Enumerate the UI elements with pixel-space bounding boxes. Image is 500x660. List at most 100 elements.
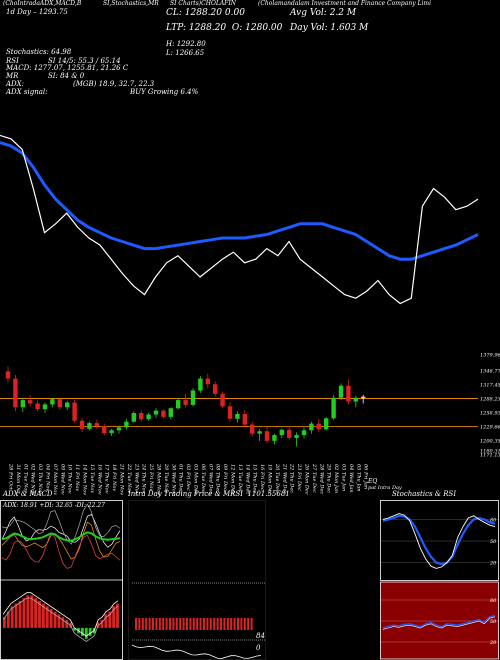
day-volume: Day Vol: 1.603 M [290,23,369,33]
x-tick-label: 09 Wed Nov [59,464,65,495]
x-tick-label: 21 Mon Nov [119,463,125,495]
rsi-si-readout: SI: 84 & 0 [48,72,85,80]
mrsi-bar [179,618,182,630]
stoch-k-line [382,513,496,569]
candle-body [50,399,55,405]
macd-bar [116,603,119,628]
x-tick-label: 06 Tue Dec [200,464,206,493]
mrsi-bar [182,618,185,630]
candle-body [87,423,92,429]
candle-body [331,397,336,419]
x-tick-label: 23 Fri Dec [296,463,302,491]
x-tick-label: 02 Mon Jan [333,464,339,493]
intraday-price-chart [0,134,479,305]
stoch-panel-border [380,500,499,581]
candle-body [35,403,40,410]
candle-body [264,431,270,441]
candle-body [324,418,329,430]
x-tick-label: 04 Fri Nov [45,464,51,491]
mrsi-bar [230,618,233,630]
candle-body [102,426,107,434]
macd-bar [22,598,26,628]
candle-body [361,396,366,398]
mrsi-panel [128,500,266,660]
candle-body [116,427,122,431]
daily-candle-chart: 28 Fri Oct 31 Mon Oct 01 Tue Nov 02 Wed Nov… [0,353,500,495]
x-tick-label: 24 Thu Nov [141,463,147,494]
mrsi-bar [158,618,161,630]
macd-bar [57,614,61,628]
x-tick-label: 06 Fri Jan [363,464,369,489]
adx-aux-line [1,521,121,560]
mrsi-bar [152,618,154,630]
adx-macd-panel [0,500,123,660]
macd-bar [65,619,69,628]
candle-body [338,385,344,398]
x-tick-label: 15 Tue Nov [89,464,95,493]
mrsi-bar [141,618,144,630]
mrsi-bar [165,618,168,630]
mrsi-bar [216,618,219,630]
mrsi-84-label: 84 [256,632,265,640]
mrsi-bar [213,618,216,630]
candle-body [316,423,321,430]
x-tick-label: 17 Thu Nov [104,464,110,494]
rsi-y-tick: 20 [489,640,497,646]
x-tick-label: 02 Fri Dec [185,464,191,491]
x-tick-label: 11 Fri Nov [74,464,80,491]
macd-bar [34,598,37,628]
candle-body [153,410,159,415]
stoch-y-tick: 20 [489,561,497,567]
x-tick-label: 04 Wed Jan [348,464,354,493]
candle-body [79,420,85,429]
chart-tab-line: (ChoIntradaADX,MACD,B [3,0,82,7]
chart-tab-charts: SI Charts)CHOLAFIN [170,0,236,7]
adx-panel-values: ADX: 18.91 +DI: 32.65 -DI: 22.27 [3,502,105,509]
x-tick-label: 05 Thu Jan [355,464,361,492]
macd-bar [61,617,65,628]
mrsi-0-label: 0 [256,644,261,652]
macd-bar [38,600,41,628]
mrsi-bar [223,618,226,630]
y-tick-label: 1258.93 [480,411,500,417]
avg-volume: Avg Vol: 2.2 M [290,8,357,18]
company-name: (Cholamandalam Investment and Finance Co… [258,0,432,7]
macd-line [2,592,119,637]
x-tick-label: 31 Mon Oct [15,464,21,495]
price-line [0,134,479,305]
candle-body [139,413,144,420]
adx-signal-label: ADX signal: [6,88,48,96]
mrsi-bar [145,618,148,630]
x-tick-label: 12 Mon Dec [230,464,236,495]
candle-body [28,400,33,404]
mr-label: MR [6,72,19,80]
low-price: L: 1266.65 [166,49,205,57]
si-readout: SI 14/5: 55.3 / 65.14 [48,57,121,65]
rsi-y-tick: 80 [490,598,497,604]
macd-bar [49,608,53,628]
candle-body [13,378,18,408]
close-price: CL: 1288.20 0.00 [166,8,245,18]
mrsi-price-line [131,644,262,659]
x-tick-label: 07 Mon Nov [52,464,58,495]
adx-aux-line [1,514,121,548]
adx-label: ADX: [6,80,25,88]
candle-body [168,408,173,417]
x-tick-label: 21 Wed Dec [281,463,287,494]
y-tick-label: 1346.77 [480,369,500,375]
mrsi-bar [172,618,175,630]
y-tick-label: 1180.31 [480,448,500,454]
rsi-label: RSI [6,57,19,65]
rsi-panel-bg [380,581,499,660]
x-tick-label: 14 Mon Nov [82,464,88,495]
candle-body [227,406,233,419]
candle-body [161,410,166,417]
macd-bar [10,606,14,628]
candle-body [109,430,114,434]
x-tick-label: 18 Fri Nov [111,464,117,491]
rsi-line [382,614,496,629]
x-tick-label: 03 Tue Jan [341,464,347,491]
stochastics-rsi-panel: 80 50 20 80 50 20 [380,500,499,660]
x-tick-label: 29 Tue Nov [163,463,169,493]
candle-body [279,429,284,436]
